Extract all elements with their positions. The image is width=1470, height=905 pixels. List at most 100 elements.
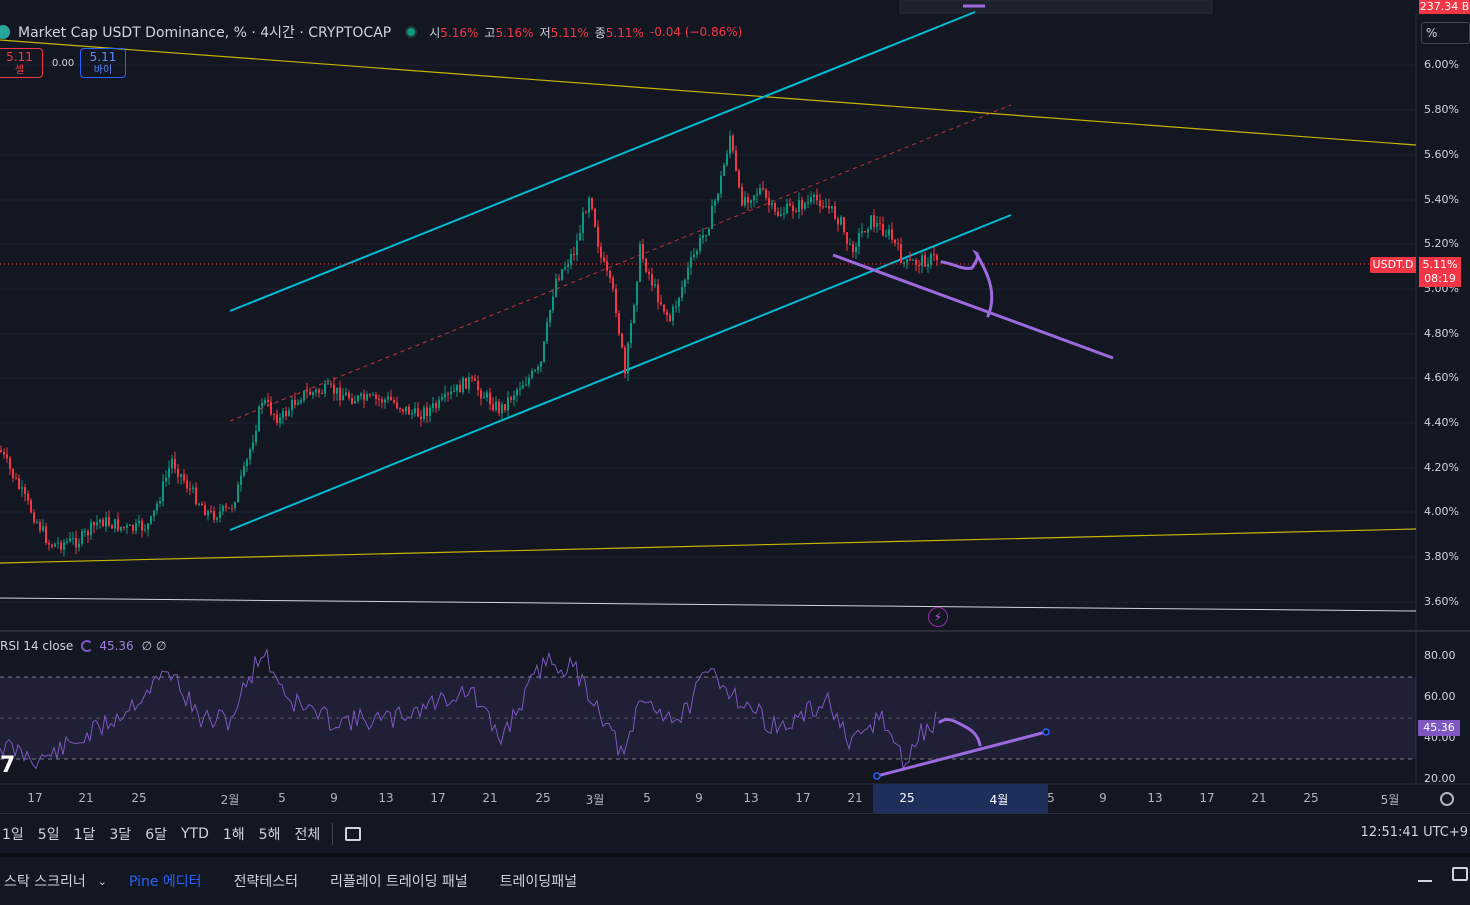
price-grid	[0, 64, 1416, 603]
time-axis-label: 9	[1099, 791, 1107, 805]
rsi-divergence-line[interactable]	[876, 730, 1047, 778]
symbol-title[interactable]: Market Cap USDT Dominance, % · 4시간 · CRY…	[18, 25, 392, 41]
candle-body	[516, 389, 518, 396]
range-button-1y[interactable]: 1해	[222, 827, 245, 843]
rsi-projection-path[interactable]	[938, 718, 982, 747]
price-axis-label: 3.80%	[1424, 550, 1459, 563]
candle-body	[54, 543, 56, 547]
candle-body	[333, 384, 335, 394]
candle-body	[864, 230, 866, 233]
candle-body	[375, 394, 377, 399]
time-axis-label: 21	[847, 791, 863, 805]
time-axis-label: 9	[330, 791, 338, 805]
minimize-icon[interactable]	[1418, 880, 1432, 882]
candle-body	[915, 260, 917, 265]
channel-upper-line[interactable]	[229, 11, 976, 312]
candle-body	[300, 400, 302, 403]
range-button-5y[interactable]: 5해	[258, 827, 281, 843]
candle-body	[528, 377, 530, 385]
candle-body	[717, 193, 719, 201]
candle-body	[741, 186, 743, 206]
time-axis-label: 25	[899, 791, 915, 805]
floating-toolbar[interactable]	[899, 0, 1213, 14]
rsi-divergence-start-handle[interactable]	[873, 772, 881, 780]
time-range-selection[interactable]	[873, 784, 1048, 813]
candle-body	[291, 399, 293, 411]
tab-replay-trading-panel[interactable]: 리플레이 트레이딩 패널	[329, 874, 468, 890]
candle-body	[408, 406, 410, 415]
price-axis-label: 5.80%	[1424, 103, 1459, 116]
candle-body	[396, 402, 398, 409]
candle-body	[321, 392, 323, 394]
candle-body	[498, 401, 500, 414]
purple-support-line[interactable]	[832, 253, 1114, 360]
tab-trading-panel[interactable]: 트레이딩패널	[499, 874, 577, 890]
candle-body	[549, 310, 551, 323]
candle-body	[525, 384, 527, 386]
tab-stock-screener[interactable]: 스탁 스크리너	[4, 874, 86, 890]
time-axis-label: 25	[1303, 791, 1319, 805]
buy-button[interactable]: 5.11 바이	[80, 48, 126, 78]
candle-body	[174, 458, 176, 470]
price-axis-label: 6.00%	[1424, 58, 1459, 71]
rsi-legend[interactable]: RSI 14 close 45.36 ∅ ∅	[0, 639, 166, 653]
range-button-1m[interactable]: 1달	[73, 827, 96, 843]
range-button-6m[interactable]: 6달	[145, 827, 167, 843]
symbol-header[interactable]: Market Cap USDT Dominance, % · 4시간 · CRY…	[0, 22, 748, 42]
candle-body	[306, 390, 308, 392]
price-axis-label: 5.20%	[1424, 237, 1459, 250]
candle-body	[207, 510, 209, 516]
yellow-trendline-upper[interactable]	[0, 39, 1417, 146]
candle-body	[462, 377, 464, 393]
candle-body	[294, 399, 296, 405]
candle-body	[204, 505, 206, 516]
candle-body	[366, 394, 368, 401]
ticker-price-label: USDT.D	[1370, 257, 1416, 273]
candle-body	[480, 390, 482, 399]
candle-body	[561, 269, 563, 280]
candle-body	[882, 224, 884, 236]
purple-projection-path[interactable]	[940, 249, 994, 318]
range-button-3m[interactable]: 3달	[109, 827, 132, 843]
candle-body	[834, 206, 836, 219]
candle-body	[768, 197, 770, 206]
candle-body	[15, 478, 17, 480]
candle-body	[648, 271, 650, 275]
candle-body	[399, 408, 401, 410]
white-trendline[interactable]	[0, 597, 1417, 612]
sell-button[interactable]: 5.11 셀	[0, 48, 43, 78]
candle-body	[684, 279, 686, 288]
timezone-clock[interactable]: 12:51:41 UTC+9	[1360, 825, 1468, 840]
lightning-icon[interactable]: ⚡	[928, 607, 948, 627]
candle-body	[312, 392, 314, 395]
rsi-line	[0, 647, 937, 770]
candle-body	[894, 239, 896, 244]
yellow-trendline-lower[interactable]	[0, 528, 1417, 564]
candle-body	[126, 525, 128, 528]
candle-body	[156, 503, 158, 511]
candle-body	[246, 459, 248, 467]
range-button-ytd[interactable]: YTD	[180, 826, 209, 842]
calendar-icon[interactable]	[345, 827, 362, 841]
candle-body	[711, 205, 713, 229]
tab-pine-editor[interactable]: Pine 에디터	[128, 874, 202, 890]
candle-body	[840, 216, 842, 225]
ohlc-low: 저5.11%	[539, 25, 589, 40]
candle-body	[429, 407, 431, 416]
percent-scale-button[interactable]: %	[1421, 22, 1470, 44]
range-button-5d[interactable]: 5일	[37, 827, 60, 843]
chevron-down-icon[interactable]: ⌄	[97, 874, 107, 888]
range-button-all[interactable]: 전체	[294, 827, 321, 843]
range-button-1d[interactable]: 1일	[2, 827, 24, 843]
candle-body	[342, 395, 344, 401]
candle-body	[483, 397, 485, 399]
channel-lower-line[interactable]	[229, 214, 1012, 531]
candle-body	[837, 218, 839, 225]
rsi-label[interactable]: RSI 14 close	[0, 639, 74, 653]
tab-strategy-tester[interactable]: 전략테스터	[233, 874, 298, 890]
settings-icon[interactable]	[1440, 792, 1454, 806]
maximize-icon[interactable]	[1452, 867, 1468, 881]
candle-body	[132, 524, 134, 531]
rsi-divergence-end-handle[interactable]	[1042, 728, 1050, 736]
